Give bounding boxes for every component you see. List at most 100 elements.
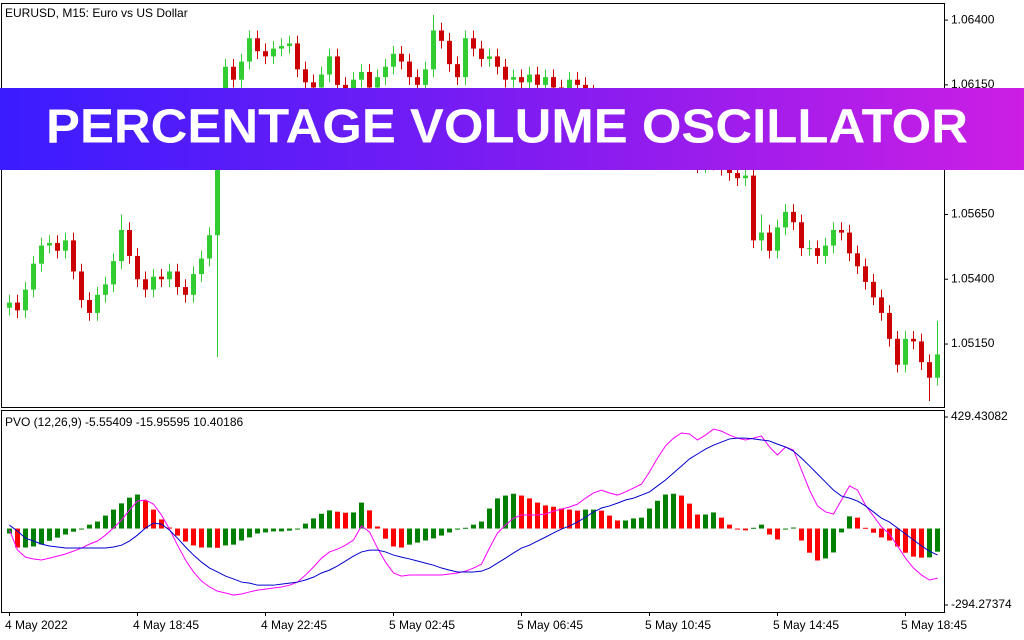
histogram-bar — [183, 528, 188, 542]
histogram-bar — [687, 503, 692, 529]
candle-body — [407, 61, 412, 78]
histogram-bar — [535, 502, 540, 529]
histogram-bar — [807, 528, 812, 553]
histogram-bar — [583, 509, 588, 529]
histogram-bar — [775, 528, 780, 540]
histogram-bar — [31, 528, 36, 547]
candle-body — [391, 53, 396, 67]
histogram-bar — [47, 528, 52, 541]
histogram-bar — [383, 528, 388, 539]
banner-title: PERCENTAGE VOLUME OSCILLATOR — [46, 101, 968, 154]
histogram-bar — [143, 500, 148, 529]
histogram-bar — [663, 494, 668, 529]
candle-body — [175, 271, 180, 288]
candle-body — [55, 242, 60, 251]
histogram-bar — [671, 493, 676, 529]
histogram-bar — [895, 528, 900, 547]
candle-body — [127, 230, 132, 256]
histogram-bar — [927, 528, 932, 558]
histogram-bar — [511, 493, 516, 529]
candle-body — [911, 338, 916, 342]
histogram-bar — [447, 528, 452, 533]
candle-body — [727, 167, 732, 173]
histogram-bar — [847, 516, 852, 529]
histogram-bar — [623, 520, 628, 529]
histogram-bar — [271, 528, 276, 532]
indicator-line — [9, 428, 938, 596]
x-tick-label: 4 May 2022 — [5, 618, 68, 632]
histogram-bar — [39, 528, 44, 545]
candle-body — [479, 48, 484, 59]
histogram-bar — [327, 510, 332, 529]
histogram-bar — [135, 494, 140, 529]
histogram-bar — [343, 512, 348, 529]
candle-body — [823, 245, 828, 256]
indicator-panel — [1, 410, 945, 613]
candle-body — [855, 253, 860, 267]
histogram-bar — [703, 514, 708, 529]
histogram-bar — [471, 524, 476, 529]
histogram-bar — [367, 510, 372, 529]
histogram-bar — [527, 498, 532, 529]
candle-body — [111, 261, 116, 285]
histogram-bar — [647, 508, 652, 529]
candle-body — [215, 115, 220, 236]
candle-body — [927, 362, 932, 378]
candle-body — [519, 77, 524, 83]
candle-body — [471, 38, 476, 49]
candle-body — [191, 274, 196, 295]
histogram-bar — [311, 518, 316, 529]
indicator-title: PVO (12,26,9) -5.55409 -15.95595 10.4018… — [5, 415, 244, 429]
candle-body — [791, 211, 796, 223]
histogram-bar — [295, 528, 300, 530]
histogram-bar — [247, 528, 252, 538]
candle-body — [543, 77, 548, 85]
candle-body — [87, 299, 92, 313]
candle-body — [151, 276, 156, 290]
x-tick-label: 5 May 10:45 — [645, 618, 711, 632]
candle-body — [327, 56, 332, 75]
candle-body — [7, 302, 12, 308]
candle-body — [415, 77, 420, 85]
candle-body — [39, 245, 44, 264]
candle-body — [527, 74, 532, 83]
histogram-bar — [231, 528, 236, 545]
candle-body — [79, 271, 84, 300]
candle-body — [63, 240, 68, 251]
histogram-bar — [175, 528, 180, 536]
candle-body — [815, 248, 820, 256]
candle-body — [495, 56, 500, 67]
candle-body — [735, 172, 740, 179]
histogram-bar — [255, 528, 260, 534]
histogram-bar — [727, 524, 732, 529]
histogram-bar — [111, 509, 116, 529]
candle-body — [743, 175, 748, 179]
histogram-bar — [735, 528, 740, 530]
candle-body — [311, 82, 316, 88]
candle-body — [319, 74, 324, 88]
candle-body — [71, 240, 76, 272]
histogram-bar — [119, 503, 124, 529]
histogram-bar — [679, 495, 684, 529]
histogram-bar — [591, 509, 596, 529]
x-tick-label: 5 May 06:45 — [517, 618, 583, 632]
candle-body — [767, 232, 772, 251]
histogram-bar — [487, 508, 492, 529]
candle-body — [47, 242, 52, 246]
histogram-bar — [823, 528, 828, 559]
candle-body — [439, 30, 444, 41]
histogram-bar — [879, 528, 884, 538]
histogram-bar — [503, 495, 508, 529]
histogram-bar — [63, 528, 68, 535]
price-panel — [1, 3, 945, 408]
histogram-bar — [559, 508, 564, 529]
histogram-bar — [439, 528, 444, 536]
histogram-bar — [303, 523, 308, 529]
candle-body — [535, 74, 540, 85]
histogram-bar — [567, 509, 572, 529]
histogram-bar — [423, 528, 428, 541]
histogram-bar — [871, 528, 876, 533]
candle-body — [295, 43, 300, 70]
candle-body — [839, 230, 844, 233]
